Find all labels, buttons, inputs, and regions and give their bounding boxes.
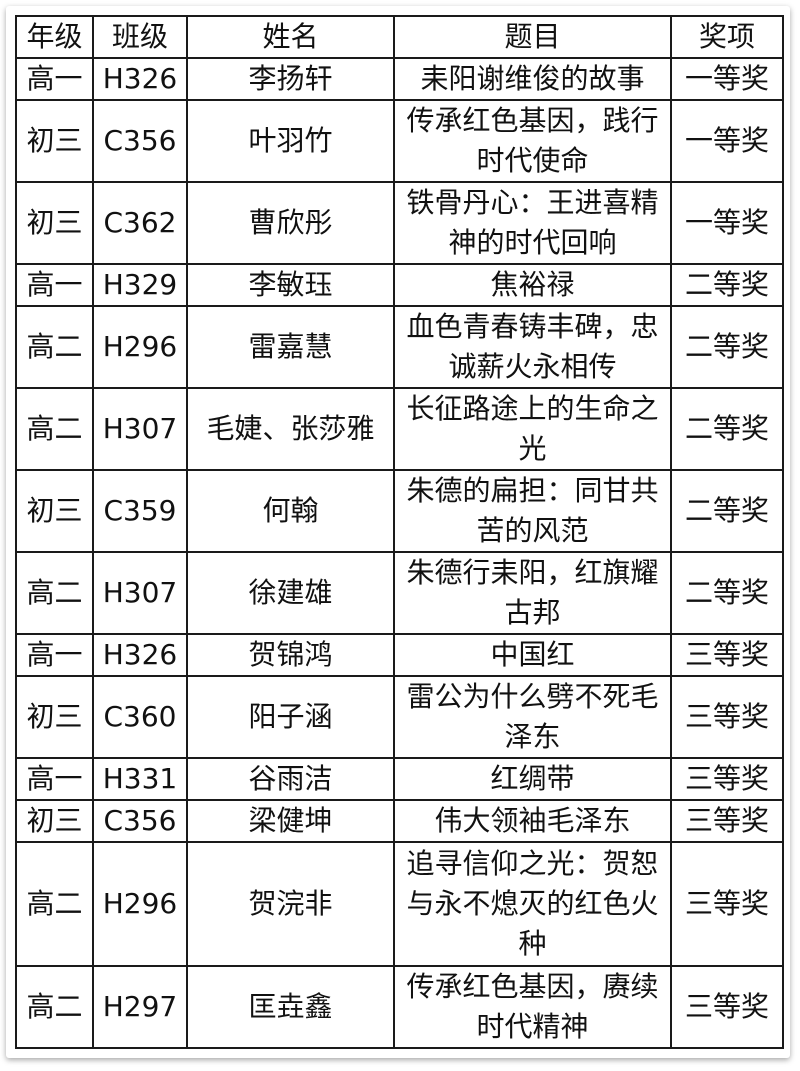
cell-title: 雷公为什么劈不死毛泽东 bbox=[393, 675, 672, 759]
table-row: 高二 H307 徐建雄 朱德行耒阳，红旗耀古邦 二等奖 bbox=[15, 551, 784, 635]
header-grade: 年级 bbox=[15, 15, 94, 59]
cell-class: H331 bbox=[92, 757, 188, 801]
cell-name: 叶羽竹 bbox=[186, 99, 395, 183]
cell-name: 李扬轩 bbox=[186, 57, 395, 101]
cell-title: 伟大领袖毛泽东 bbox=[393, 799, 672, 843]
table-row: 初三 C356 梁健坤 伟大领袖毛泽东 三等奖 bbox=[15, 799, 784, 843]
cell-grade: 初三 bbox=[15, 99, 94, 183]
table-row: 初三 C356 叶羽竹 传承红色基因，践行时代使命 一等奖 bbox=[15, 99, 784, 183]
cell-award: 三等奖 bbox=[670, 675, 784, 759]
cell-grade: 高一 bbox=[15, 263, 94, 307]
cell-grade: 高一 bbox=[15, 757, 94, 801]
cell-title: 中国红 bbox=[393, 633, 672, 677]
cell-name: 谷雨洁 bbox=[186, 757, 395, 801]
cell-title: 朱德行耒阳，红旗耀古邦 bbox=[393, 551, 672, 635]
header-title: 题目 bbox=[393, 15, 672, 59]
cell-title: 血色青春铸丰碑，忠诚薪火永相传 bbox=[393, 305, 672, 389]
cell-title: 耒阳谢维俊的故事 bbox=[393, 57, 672, 101]
cell-award: 一等奖 bbox=[670, 181, 784, 265]
header-class: 班级 bbox=[92, 15, 188, 59]
table-row: 初三 C360 阳子涵 雷公为什么劈不死毛泽东 三等奖 bbox=[15, 675, 784, 759]
cell-award: 一等奖 bbox=[670, 99, 784, 183]
cell-award: 一等奖 bbox=[670, 57, 784, 101]
cell-name: 雷嘉慧 bbox=[186, 305, 395, 389]
cell-grade: 高二 bbox=[15, 965, 94, 1049]
cell-name: 李敏珏 bbox=[186, 263, 395, 307]
cell-name: 贺锦鸿 bbox=[186, 633, 395, 677]
cell-grade: 初三 bbox=[15, 469, 94, 553]
cell-title: 传承红色基因，践行时代使命 bbox=[393, 99, 672, 183]
cell-award: 三等奖 bbox=[670, 757, 784, 801]
header-award: 奖项 bbox=[670, 15, 784, 59]
table-row: 高一 H326 李扬轩 耒阳谢维俊的故事 一等奖 bbox=[15, 57, 784, 101]
cell-award: 二等奖 bbox=[670, 469, 784, 553]
cell-award: 三等奖 bbox=[670, 633, 784, 677]
cell-name: 梁健坤 bbox=[186, 799, 395, 843]
cell-class: H307 bbox=[92, 551, 188, 635]
table-row: 高一 H326 贺锦鸿 中国红 三等奖 bbox=[15, 633, 784, 677]
cell-grade: 初三 bbox=[15, 799, 94, 843]
table-row: 高二 H297 匡垚鑫 传承红色基因，赓续时代精神 三等奖 bbox=[15, 965, 784, 1049]
cell-class: H329 bbox=[92, 263, 188, 307]
cell-title: 长征路途上的生命之光 bbox=[393, 387, 672, 471]
cell-name: 何翰 bbox=[186, 469, 395, 553]
cell-award: 二等奖 bbox=[670, 263, 784, 307]
cell-title: 铁骨丹心：王进喜精神的时代回响 bbox=[393, 181, 672, 265]
table-row: 高一 H329 李敏珏 焦裕禄 二等奖 bbox=[15, 263, 784, 307]
cell-name: 阳子涵 bbox=[186, 675, 395, 759]
cell-class: H296 bbox=[92, 305, 188, 389]
cell-class: H307 bbox=[92, 387, 188, 471]
cell-grade: 高二 bbox=[15, 387, 94, 471]
cell-name: 毛婕、张莎雅 bbox=[186, 387, 395, 471]
cell-class: C359 bbox=[92, 469, 188, 553]
table-row: 高二 H296 贺浣非 追寻信仰之光：贺恕与永不熄灭的红色火种 三等奖 bbox=[15, 841, 784, 967]
cell-award: 三等奖 bbox=[670, 841, 784, 967]
cell-award: 三等奖 bbox=[670, 965, 784, 1049]
cell-title: 传承红色基因，赓续时代精神 bbox=[393, 965, 672, 1049]
cell-class: H326 bbox=[92, 57, 188, 101]
table-row: 初三 C359 何翰 朱德的扁担：同甘共苦的风范 二等奖 bbox=[15, 469, 784, 553]
cell-class: H297 bbox=[92, 965, 188, 1049]
cell-name: 匡垚鑫 bbox=[186, 965, 395, 1049]
cell-class: C362 bbox=[92, 181, 188, 265]
table-row: 高二 H307 毛婕、张莎雅 长征路途上的生命之光 二等奖 bbox=[15, 387, 784, 471]
cell-award: 三等奖 bbox=[670, 799, 784, 843]
cell-name: 徐建雄 bbox=[186, 551, 395, 635]
cell-grade: 高二 bbox=[15, 305, 94, 389]
cell-class: C360 bbox=[92, 675, 188, 759]
cell-title: 焦裕禄 bbox=[393, 263, 672, 307]
cell-name: 曹欣彤 bbox=[186, 181, 395, 265]
cell-class: C356 bbox=[92, 799, 188, 843]
cell-title: 红绸带 bbox=[393, 757, 672, 801]
cell-class: H326 bbox=[92, 633, 188, 677]
cell-class: C356 bbox=[92, 99, 188, 183]
cell-class: H296 bbox=[92, 841, 188, 967]
cell-award: 二等奖 bbox=[670, 551, 784, 635]
cell-grade: 高一 bbox=[15, 57, 94, 101]
cell-award: 二等奖 bbox=[670, 387, 784, 471]
cell-grade: 初三 bbox=[15, 675, 94, 759]
table-row: 初三 C362 曹欣彤 铁骨丹心：王进喜精神的时代回响 一等奖 bbox=[15, 181, 784, 265]
cell-grade: 初三 bbox=[15, 181, 94, 265]
cell-title: 追寻信仰之光：贺恕与永不熄灭的红色火种 bbox=[393, 841, 672, 967]
cell-title: 朱德的扁担：同甘共苦的风范 bbox=[393, 469, 672, 553]
table-row: 高一 H331 谷雨洁 红绸带 三等奖 bbox=[15, 757, 784, 801]
cell-grade: 高二 bbox=[15, 841, 94, 967]
table-row: 高二 H296 雷嘉慧 血色青春铸丰碑，忠诚薪火永相传 二等奖 bbox=[15, 305, 784, 389]
cell-award: 二等奖 bbox=[670, 305, 784, 389]
award-table: 年级 班级 姓名 题目 奖项 高一 H326 李扬轩 耒阳谢维俊的故事 一等奖 初三 C35… bbox=[15, 15, 784, 1049]
header-row: 年级 班级 姓名 题目 奖项 bbox=[15, 15, 784, 59]
cell-grade: 高一 bbox=[15, 633, 94, 677]
cell-name: 贺浣非 bbox=[186, 841, 395, 967]
cell-grade: 高二 bbox=[15, 551, 94, 635]
header-name: 姓名 bbox=[186, 15, 395, 59]
